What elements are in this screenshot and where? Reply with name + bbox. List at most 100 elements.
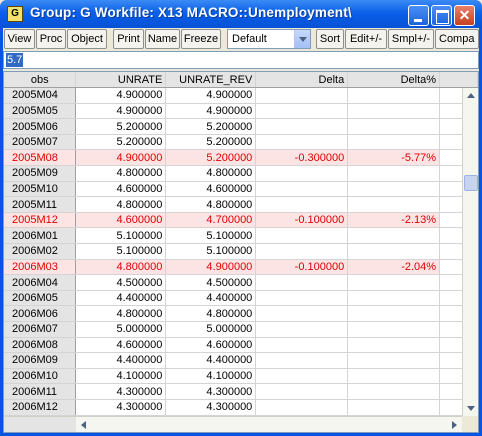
scroll-right-icon[interactable] bbox=[446, 417, 462, 432]
cell-delta[interactable] bbox=[255, 87, 349, 104]
cell-unrate-rev[interactable]: 5.000000 bbox=[165, 321, 257, 338]
row-label-obs[interactable]: 2005M05 bbox=[4, 103, 77, 120]
table-row[interactable]: 2006M07 5.000000 5.000000 bbox=[4, 321, 478, 338]
cell-delta-pct[interactable] bbox=[347, 399, 441, 416]
cell-unrate[interactable]: 4.300000 bbox=[75, 383, 167, 400]
print-button[interactable]: Print bbox=[113, 29, 144, 49]
horizontal-scrollbar[interactable] bbox=[4, 416, 462, 432]
table-row[interactable]: 2005M09 4.800000 4.800000 bbox=[4, 165, 478, 182]
cell-unrate[interactable]: 4.100000 bbox=[75, 368, 167, 385]
cell-delta-pct[interactable] bbox=[347, 290, 441, 307]
cell-unrate-rev[interactable]: 5.200000 bbox=[165, 118, 257, 135]
row-label-obs[interactable]: 2006M01 bbox=[4, 227, 77, 245]
cell-delta[interactable] bbox=[255, 352, 349, 369]
vertical-scrollbar[interactable] bbox=[462, 88, 478, 416]
display-mode-select[interactable]: Default bbox=[227, 29, 311, 49]
group-app-icon[interactable]: G bbox=[7, 6, 23, 22]
cell-delta[interactable]: -0.100000 bbox=[255, 259, 349, 276]
cell-unrate[interactable]: 4.600000 bbox=[75, 337, 167, 354]
cell-unrate[interactable]: 4.800000 bbox=[75, 165, 167, 182]
freeze-button[interactable]: Freeze bbox=[181, 29, 221, 49]
cell-unrate-rev[interactable]: 4.800000 bbox=[165, 196, 257, 213]
cell-delta[interactable] bbox=[255, 368, 349, 385]
cell-delta[interactable] bbox=[255, 181, 349, 198]
table-row[interactable]: 2005M10 4.600000 4.600000 bbox=[4, 181, 478, 198]
row-label-obs[interactable]: 2005M07 bbox=[4, 134, 77, 151]
smpl-toggle-button[interactable]: Smpl+/- bbox=[388, 29, 434, 49]
name-button[interactable]: Name bbox=[145, 29, 180, 49]
cell-unrate[interactable]: 4.900000 bbox=[75, 149, 167, 167]
cell-delta[interactable] bbox=[255, 399, 349, 416]
object-button[interactable]: Object bbox=[67, 29, 107, 49]
cell-delta-pct[interactable] bbox=[347, 383, 441, 400]
row-label-obs[interactable]: 2005M11 bbox=[4, 196, 77, 213]
cell-unrate-rev[interactable]: 4.800000 bbox=[165, 305, 257, 322]
title-bar[interactable]: G Group: G Workfile: X13 MACRO::Unemploy… bbox=[0, 0, 482, 28]
row-label-obs[interactable]: 2005M09 bbox=[4, 165, 77, 182]
cell-unrate-rev[interactable]: 4.600000 bbox=[165, 337, 257, 354]
table-row[interactable]: 2005M12 4.600000 4.700000 -0.100000 -2.13% bbox=[4, 212, 478, 229]
minimize-button[interactable] bbox=[408, 5, 429, 26]
vertical-scroll-thumb[interactable] bbox=[464, 175, 478, 191]
cell-delta-pct[interactable] bbox=[347, 227, 441, 245]
cell-unrate[interactable]: 5.200000 bbox=[75, 134, 167, 151]
cell-unrate[interactable]: 4.400000 bbox=[75, 290, 167, 307]
row-label-obs[interactable]: 2006M04 bbox=[4, 274, 77, 291]
cell-edit-value[interactable]: 5.7 bbox=[6, 53, 24, 67]
table-row[interactable]: 2006M10 4.100000 4.100000 bbox=[4, 368, 478, 385]
cell-unrate-rev[interactable]: 5.200000 bbox=[165, 134, 257, 151]
table-row[interactable]: 2005M07 5.200000 5.200000 bbox=[4, 134, 478, 151]
cell-delta[interactable] bbox=[255, 305, 349, 322]
cell-delta-pct[interactable]: -2.13% bbox=[347, 212, 441, 229]
cell-delta[interactable]: -0.300000 bbox=[255, 149, 349, 167]
cell-delta[interactable] bbox=[255, 243, 349, 260]
cell-delta[interactable] bbox=[255, 196, 349, 213]
cell-unrate[interactable]: 4.600000 bbox=[75, 212, 167, 229]
cell-delta[interactable] bbox=[255, 337, 349, 354]
cell-unrate[interactable]: 5.100000 bbox=[75, 243, 167, 260]
cell-edit-field[interactable]: 5.7 bbox=[3, 51, 479, 69]
cell-unrate[interactable]: 4.300000 bbox=[75, 399, 167, 416]
row-label-obs[interactable]: 2006M10 bbox=[4, 368, 77, 385]
scroll-left-icon[interactable] bbox=[76, 417, 92, 432]
table-row[interactable]: 2005M04 4.900000 4.900000 bbox=[4, 87, 478, 104]
cell-unrate-rev[interactable]: 4.900000 bbox=[165, 103, 257, 120]
table-row[interactable]: 2005M11 4.800000 4.800000 bbox=[4, 196, 478, 213]
edit-toggle-button[interactable]: Edit+/- bbox=[345, 29, 387, 49]
cell-delta-pct[interactable] bbox=[347, 87, 441, 104]
row-label-obs[interactable]: 2005M08 bbox=[4, 149, 77, 167]
row-label-obs[interactable]: 2005M10 bbox=[4, 181, 77, 198]
cell-unrate-rev[interactable]: 4.600000 bbox=[165, 181, 257, 198]
cell-delta-pct[interactable] bbox=[347, 118, 441, 135]
table-row[interactable]: 2005M06 5.200000 5.200000 bbox=[4, 118, 478, 135]
cell-delta-pct[interactable] bbox=[347, 243, 441, 260]
cell-unrate-rev[interactable]: 4.300000 bbox=[165, 399, 257, 416]
table-row[interactable]: 2006M04 4.500000 4.500000 bbox=[4, 274, 478, 291]
cell-unrate[interactable]: 4.900000 bbox=[75, 103, 167, 120]
cell-unrate[interactable]: 4.800000 bbox=[75, 305, 167, 322]
close-button[interactable]: ✕ bbox=[454, 5, 475, 26]
cell-delta[interactable] bbox=[255, 165, 349, 182]
maximize-button[interactable] bbox=[431, 5, 452, 26]
table-row[interactable]: 2006M03 4.800000 4.900000 -0.100000 -2.04% bbox=[4, 259, 478, 276]
table-row[interactable]: 2006M02 5.100000 5.100000 bbox=[4, 243, 478, 260]
cell-delta[interactable] bbox=[255, 118, 349, 135]
cell-delta-pct[interactable] bbox=[347, 274, 441, 291]
cell-unrate-rev[interactable]: 4.100000 bbox=[165, 368, 257, 385]
cell-delta-pct[interactable] bbox=[347, 134, 441, 151]
row-label-obs[interactable]: 2006M02 bbox=[4, 243, 77, 260]
cell-delta-pct[interactable] bbox=[347, 305, 441, 322]
cell-delta-pct[interactable]: -2.04% bbox=[347, 259, 441, 276]
cell-delta[interactable]: -0.100000 bbox=[255, 212, 349, 229]
cell-unrate-rev[interactable]: 4.400000 bbox=[165, 352, 257, 369]
cell-unrate[interactable]: 4.400000 bbox=[75, 352, 167, 369]
cell-delta[interactable] bbox=[255, 227, 349, 245]
proc-button[interactable]: Proc bbox=[36, 29, 66, 49]
row-label-obs[interactable]: 2006M09 bbox=[4, 352, 77, 369]
table-row[interactable]: 2006M12 4.300000 4.300000 bbox=[4, 399, 478, 416]
cell-unrate-rev[interactable]: 4.800000 bbox=[165, 165, 257, 182]
cell-unrate[interactable]: 4.800000 bbox=[75, 259, 167, 276]
cell-unrate[interactable]: 4.900000 bbox=[75, 87, 167, 104]
row-label-obs[interactable]: 2006M12 bbox=[4, 399, 77, 416]
compare-button[interactable]: Compa bbox=[435, 29, 479, 49]
